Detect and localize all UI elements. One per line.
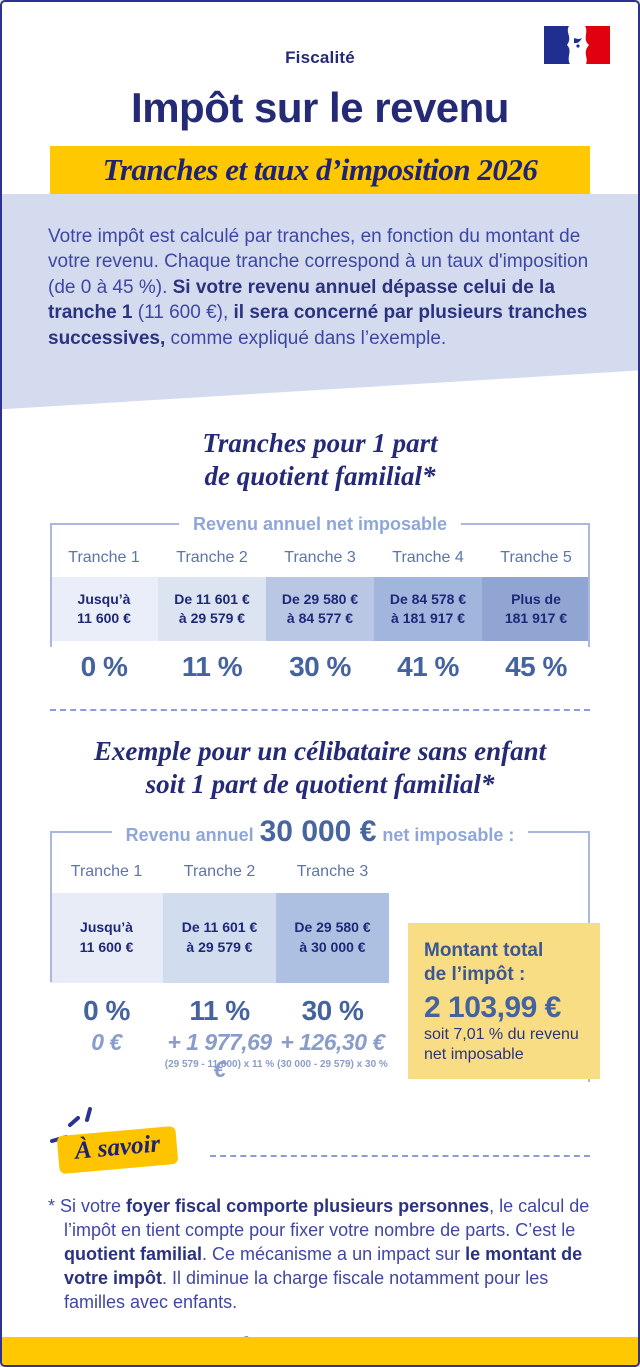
rate-value: 45 % <box>505 651 567 683</box>
range-cell: Jusqu’à 11 600 € <box>50 893 163 984</box>
range-cell: De 29 580 € à 30 000 € <box>276 893 389 984</box>
table1-rate-row: 0 % 11 % 30 % 41 % 45 % <box>50 651 590 685</box>
column-header: Tranche 2 <box>176 549 248 567</box>
page-title: Impôt sur le revenu <box>131 84 509 131</box>
bracket-left-line <box>50 832 52 983</box>
bottom-yellow-bar <box>2 1337 638 1365</box>
total-tax-title: Montant total de l’impôt : <box>424 940 544 985</box>
bracket-top: Revenu annuel 30 000 € net imposable : <box>50 815 590 849</box>
table2-range-row: Jusqu’à 11 600 € De 11 601 € à 29 579 € De… <box>50 893 590 984</box>
tax-amount: + 126,30 € <box>280 1029 385 1056</box>
table2-header-row: Tranche 1 Tranche 2 Tranche 3 <box>50 851 590 893</box>
rate-value: 30 % <box>289 651 351 683</box>
france-government-flag-icon <box>544 26 610 64</box>
table2-formula-row: (29 579 - 11 600) x 11 % (30 000 - 29 57… <box>50 1059 590 1075</box>
bracket-left-line <box>50 524 52 648</box>
subtitle-banner-text: Tranches et taux d’imposition 2026 <box>102 152 538 187</box>
example-table: Revenu annuel 30 000 € net imposable : Tra… <box>50 815 600 1099</box>
column-header: Tranche 2 <box>183 863 256 881</box>
tax-amount: 0 € <box>91 1029 122 1056</box>
range-cell: De 29 580 € à 84 577 € <box>266 577 374 642</box>
table1-range-row: Jusqu’à 11 600 € De 11 601 € à 29 579 € De… <box>50 577 590 642</box>
section2-title: Exemple pour un célibataire sans enfant … <box>93 736 547 800</box>
bracket-right-line <box>588 524 590 648</box>
column-header: Tranche 5 <box>500 549 572 567</box>
footnote-paragraph: * Si votre foyer fiscal comporte plusieu… <box>48 1196 590 1312</box>
a-savoir-dashed-line <box>210 1155 590 1158</box>
tax-formula: (30 000 - 29 579) x 30 % <box>277 1059 388 1071</box>
column-header: Tranche 3 <box>296 863 369 881</box>
tax-formula: (29 579 - 11 600) x 11 % <box>164 1059 275 1071</box>
range-cell: Jusqu’à 11 600 € <box>50 577 158 642</box>
range-cell: De 11 601 € à 29 579 € <box>158 577 266 642</box>
rate-value: 0 % <box>80 651 128 683</box>
rate-value: 0 % <box>83 995 130 1027</box>
table2-amount-row: 0 € + 1 977,69 € + 126,30 € <box>50 1029 590 1082</box>
column-header: Tranche 1 <box>70 863 143 881</box>
rate-value: 30 % <box>301 995 364 1027</box>
column-header: Tranche 3 <box>284 549 356 567</box>
dashed-divider <box>50 709 590 712</box>
rate-value: 41 % <box>397 651 459 683</box>
rate-value: 11 % <box>181 651 243 683</box>
total-tax-box: Montant total de l’impôt : 2 103,99 € so… <box>408 923 600 1079</box>
a-savoir-section: À savoir <box>50 1107 590 1183</box>
table1-caption: Revenu annuel net imposable <box>192 513 448 534</box>
intro-paragraph: Votre impôt est calculé par tranches, en… <box>48 226 589 349</box>
intro-box: Votre impôt est calculé par tranches, en… <box>2 194 638 410</box>
table1-header-row: Tranche 1 Tranche 2 Tranche 3 Tranche 4 … <box>50 539 590 577</box>
tax-formula <box>50 1059 163 1075</box>
category-label: Fiscalité <box>285 48 355 67</box>
table2-rate-row: 0 % 11 % 30 % <box>50 995 590 1029</box>
range-cell: De 11 601 € à 29 579 € <box>163 893 276 984</box>
range-cell: De 84 578 € à 181 917 € <box>374 577 482 642</box>
range-cell: Plus de 181 917 € <box>482 577 590 642</box>
tax-amount: + 1 977,69 € <box>167 1029 272 1083</box>
income-amount: 30 000 € <box>259 815 377 849</box>
bracket-top: Revenu annuel net imposable <box>50 509 590 539</box>
column-header: Tranche 4 <box>392 549 464 567</box>
rate-value: 11 % <box>189 995 250 1027</box>
section1-title: Tranches pour 1 part de quotient familia… <box>202 428 438 492</box>
total-tax-note: soit 7,01 % du revenu net imposable <box>424 1025 579 1063</box>
brackets-table: Revenu annuel net imposable Tranche 1 Tr… <box>50 509 590 685</box>
subtitle-banner: Tranches et taux d’imposition 2026 <box>50 146 590 194</box>
column-header: Tranche 1 <box>68 549 140 567</box>
table2-caption: Revenu annuel 30 000 € net imposable : <box>125 815 515 849</box>
total-tax-amount: 2 103,99 € <box>424 990 561 1024</box>
